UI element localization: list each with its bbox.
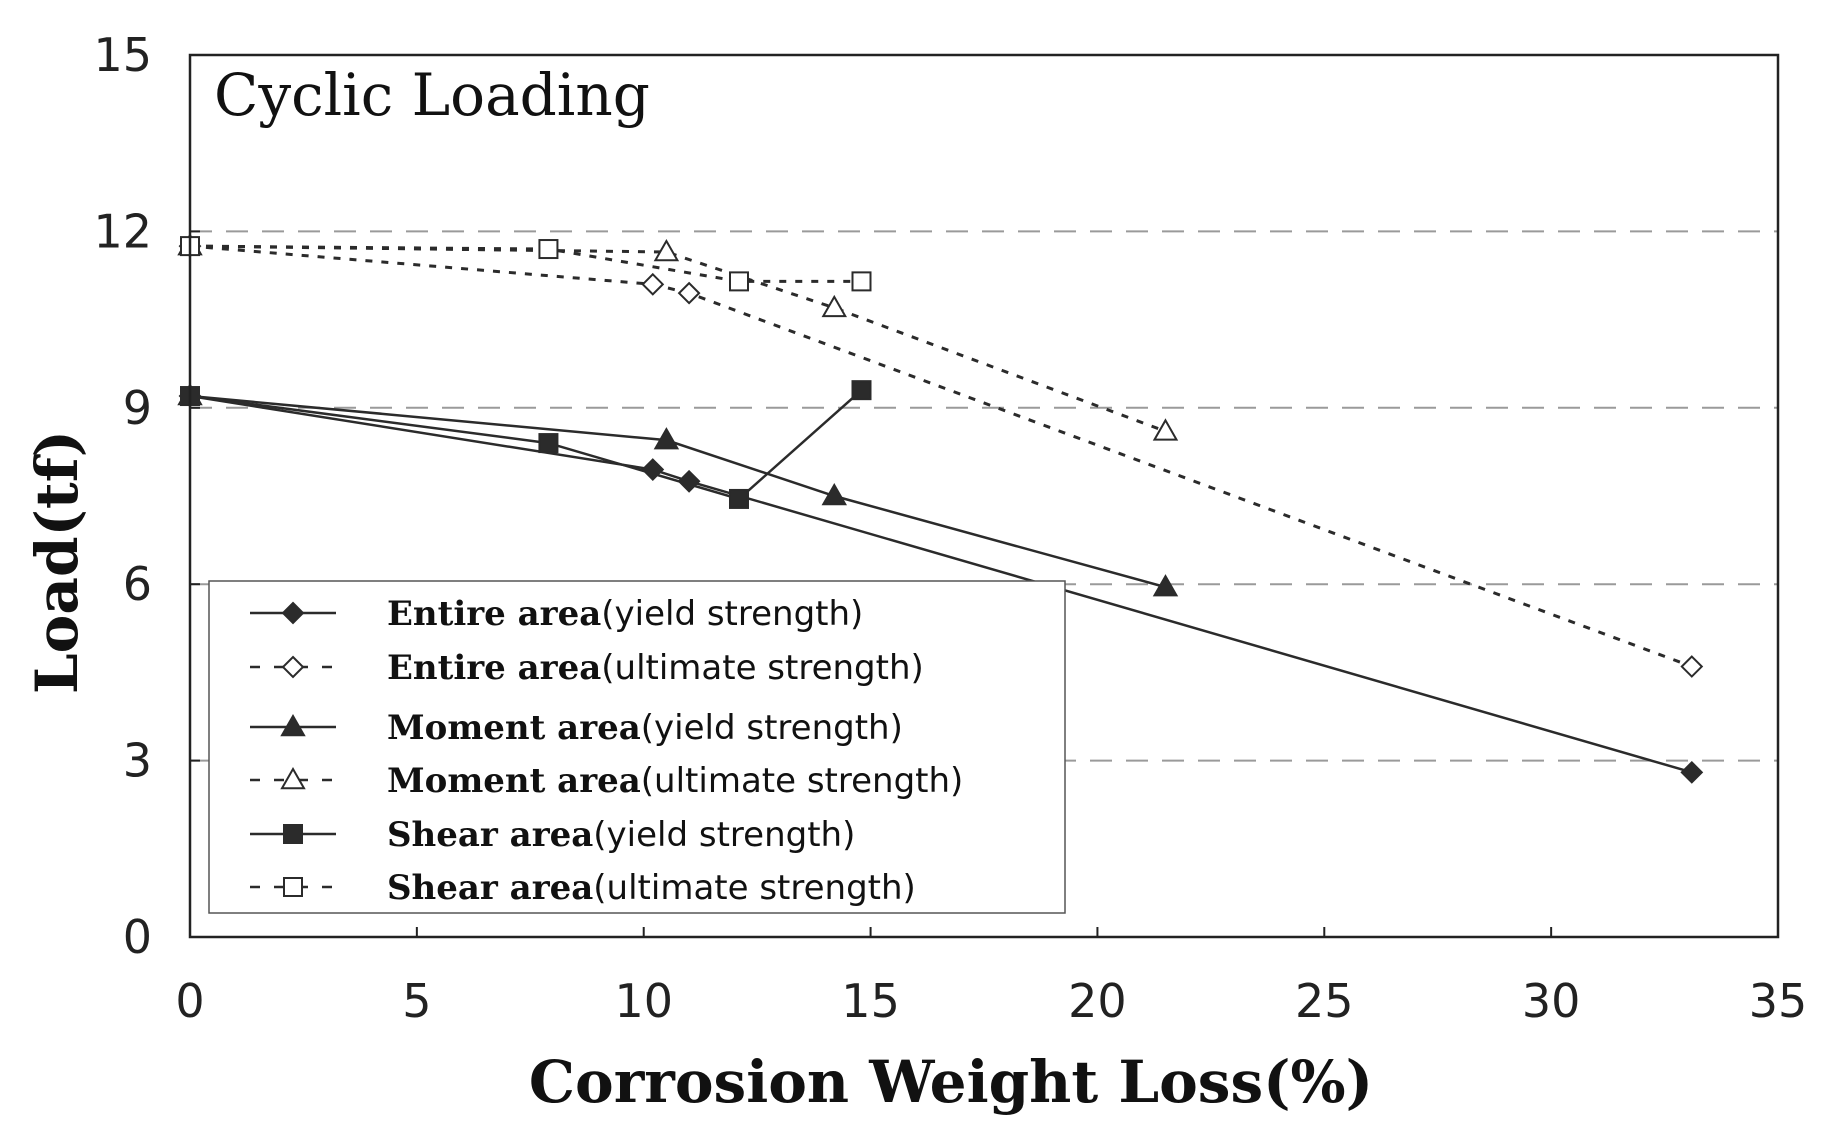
y-tick-label-5: 15 — [93, 28, 152, 82]
x-tick-label-6: 30 — [1522, 974, 1581, 1028]
y-tick-label-1: 3 — [123, 734, 152, 788]
legend-label-2: Moment area(yield strength) — [387, 708, 903, 748]
chart-title: Cyclic Loading — [214, 61, 650, 129]
legend-label-4: Shear area(yield strength) — [387, 815, 855, 855]
series-1-point-2 — [677, 281, 701, 305]
series-line-0 — [189, 394, 1693, 774]
axis-ticks: 0 5 10 15 20 25 30 35 0 3 6 9 12 15 — [93, 28, 1807, 1028]
x-tick-label-0: 0 — [175, 974, 204, 1028]
y-tick-label-3: 9 — [123, 381, 152, 435]
plot-frame — [188, 53, 1780, 939]
series-4-point-3 — [851, 380, 872, 401]
legend-label-main-4: Shear area — [387, 815, 593, 855]
legend-label-sub-0: (yield strength) — [601, 594, 863, 634]
legend-label-sub-5: (ultimate strength) — [593, 868, 916, 908]
x-tick-label-2: 10 — [614, 974, 673, 1028]
legend-label-main-2: Moment area — [387, 708, 641, 748]
x-tick-label-5: 25 — [1295, 974, 1354, 1028]
series-0-point-3 — [1680, 760, 1704, 784]
legend-label-sub-2: (yield strength) — [641, 708, 903, 748]
y-tick-label-2: 6 — [123, 557, 152, 611]
series-2-point-1 — [653, 427, 680, 450]
series-lines — [189, 244, 1693, 774]
series-2-point-2 — [821, 482, 847, 506]
legend-label-main-0: Entire area — [387, 594, 601, 634]
series-5-point-1 — [538, 239, 559, 260]
legend-marker-4 — [283, 824, 303, 844]
legend-label-sub-4: (yield strength) — [593, 815, 855, 855]
x-tick-label-4: 20 — [1068, 974, 1127, 1028]
legend-label-1: Entire area(ultimate strength) — [387, 648, 924, 688]
series-line-2 — [189, 394, 1166, 589]
y-tick-label-0: 0 — [123, 910, 152, 964]
series-4-point-1 — [538, 433, 559, 454]
legend-box — [208, 580, 1066, 914]
legend-label-main-3: Moment area — [387, 761, 641, 801]
series-5-point-2 — [728, 271, 749, 292]
legend-label-main-1: Entire area — [387, 648, 601, 688]
legend-marker-0 — [281, 601, 305, 625]
series-1-point-1 — [641, 272, 665, 296]
series-3-point-3 — [1152, 418, 1179, 441]
x-tick-label-1: 5 — [402, 974, 431, 1028]
legend-marker-2 — [280, 713, 306, 737]
legend-marker-5 — [283, 877, 303, 897]
legend-label-3: Moment area(ultimate strength) — [387, 761, 963, 801]
series-3-point-2 — [821, 294, 847, 318]
legend-label-main-5: Shear area — [387, 868, 593, 908]
y-tick-label-4: 12 — [93, 204, 152, 258]
series-3-point-1 — [653, 238, 680, 262]
legend: Entire area(yield strength)Entire area(u… — [208, 580, 1066, 914]
legend-label-sub-3: (ultimate strength) — [641, 761, 964, 801]
x-tick-label-7: 35 — [1749, 974, 1808, 1028]
legend-label-sub-1: (ultimate strength) — [601, 648, 924, 688]
legend-marker-1 — [281, 655, 305, 679]
x-axis-title: Corrosion Weight Loss(%) — [529, 1048, 1373, 1116]
series-line-5 — [189, 244, 862, 283]
legend-label-0: Entire area(yield strength) — [387, 594, 863, 634]
series-line-1 — [189, 244, 1693, 668]
series-0-point-1 — [641, 458, 665, 481]
legend-label-5: Shear area(ultimate strength) — [387, 868, 916, 908]
series-2-point-3 — [1152, 574, 1179, 597]
series-line-3 — [189, 244, 1167, 433]
series-0-point-2 — [677, 469, 701, 493]
series-1-point-3 — [1680, 655, 1704, 678]
series-5-point-3 — [851, 271, 872, 292]
y-axis-title: Load(tf) — [23, 430, 91, 694]
legend-marker-3 — [280, 766, 306, 790]
series-4-point-2 — [728, 488, 749, 509]
x-tick-label-3: 15 — [841, 974, 900, 1028]
